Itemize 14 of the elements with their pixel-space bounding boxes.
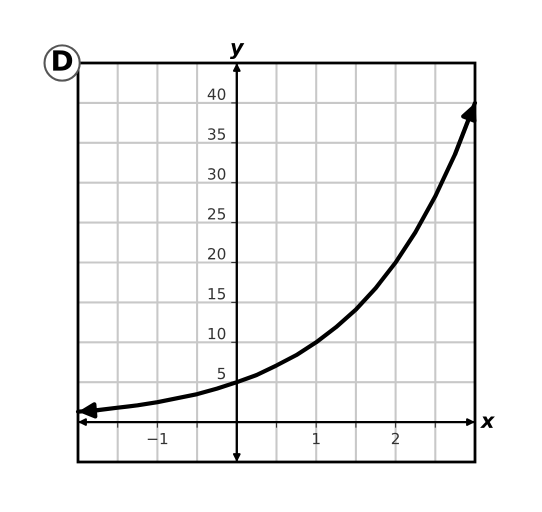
y-tick-label: 25 (208, 208, 226, 220)
y-axis-title: y (230, 43, 244, 60)
y-tick-label: 5 (218, 368, 226, 380)
x-tick-label: −1 (148, 432, 168, 444)
x-tick-label: 2 (392, 432, 399, 444)
x-tick-label: 1 (313, 432, 320, 444)
y-tick-label: 15 (208, 288, 226, 300)
y-tick-label: 10 (208, 328, 226, 340)
y-tick-label: 35 (208, 128, 226, 140)
y-tick-label: 30 (208, 168, 226, 180)
y-tick-label: 20 (208, 248, 226, 260)
x-axis-title: x (480, 416, 495, 428)
y-tick-label: 40 (208, 88, 226, 100)
chart-title: D (53, 50, 72, 71)
